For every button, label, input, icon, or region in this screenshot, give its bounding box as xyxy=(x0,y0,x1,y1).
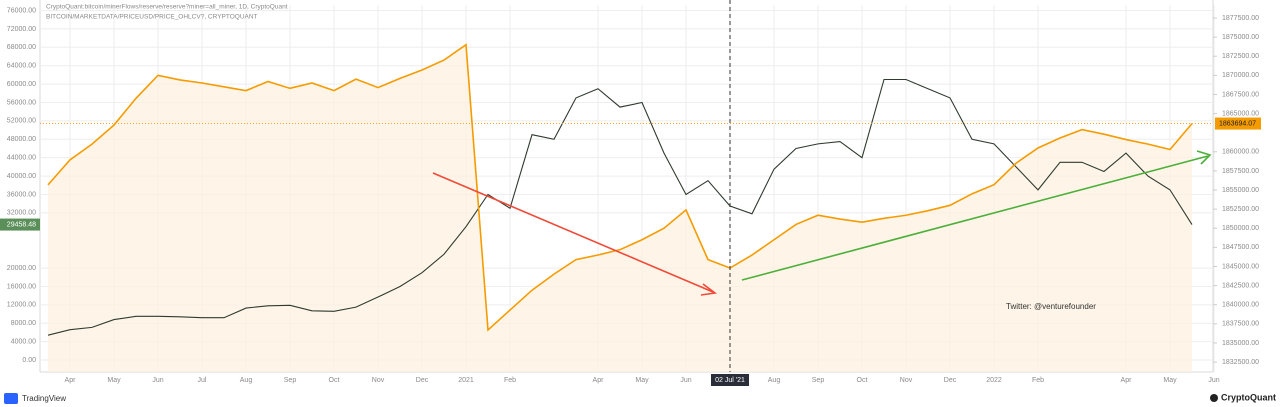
x-tick-label: Feb xyxy=(1032,377,1044,384)
tradingview-logo xyxy=(4,393,18,404)
y2-tick-label: 1855000.00 xyxy=(1222,187,1259,194)
x-tick-label: Jun xyxy=(152,377,163,384)
x-tick-label: May xyxy=(1163,377,1177,384)
x-tick-label: Jun xyxy=(680,377,691,384)
y2-tick-label: 1872500.00 xyxy=(1222,53,1259,60)
y2-tick-label: 1860000.00 xyxy=(1222,149,1259,156)
y2-tick-label: 1850000.00 xyxy=(1222,225,1259,232)
x-tick-label: Feb xyxy=(504,377,516,384)
y-tick-label: 60000.00 xyxy=(7,81,36,88)
y2-tick-label: 1857500.00 xyxy=(1222,168,1259,175)
series-line xyxy=(47,78,1193,336)
y-tick-label: 20000.00 xyxy=(7,265,36,272)
chart-title: CryptoQuant:bitcoin/minerFlows/reserve/r… xyxy=(46,4,288,11)
y-tick-label: 8000.00 xyxy=(11,320,36,327)
red-arrow xyxy=(432,172,714,293)
y-tick-label: 0.00 xyxy=(22,357,36,364)
y2-tick-label: 1837500.00 xyxy=(1222,321,1259,328)
y-tick-label: 68000.00 xyxy=(7,44,36,51)
y2-tick-label: 1840000.00 xyxy=(1222,302,1259,309)
series-line xyxy=(47,43,1193,332)
annotation: Twitter: @venturefounder xyxy=(1006,302,1096,311)
chart-subtitle: BITCOIN/MARKETDATA/PRICEUSD/PRICE_OHLCV?… xyxy=(46,14,258,21)
plot xyxy=(47,43,1193,373)
footer-left: TradingView xyxy=(22,394,66,403)
green-arrow xyxy=(741,155,1209,281)
y2-tick-label: 1865000.00 xyxy=(1222,110,1259,117)
x-tick-label: Nov xyxy=(372,377,385,384)
y2-tick-label: 1845000.00 xyxy=(1222,263,1259,270)
y-tick-label: 4000.00 xyxy=(11,338,36,345)
x-tick-label: Oct xyxy=(329,377,340,384)
x-tick-label: Jul xyxy=(198,377,207,384)
y2-tick-label: 1842500.00 xyxy=(1222,282,1259,289)
x-tick-label: Dec xyxy=(416,377,429,384)
y2-tick-label: 1875000.00 xyxy=(1222,34,1259,41)
x-tick-label: Apr xyxy=(65,377,77,384)
x-tick-label: Oct xyxy=(857,377,868,384)
x-tick-label: Jun xyxy=(1208,377,1219,384)
footer-right: CryptoQuant xyxy=(1221,392,1276,402)
x-tick-label: Apr xyxy=(593,377,605,384)
y-tick-label: 32000.00 xyxy=(7,210,36,217)
x-tick-label: 02 Jul '21 xyxy=(715,377,745,384)
x-tick-label: Sep xyxy=(812,377,825,384)
last-value-badge xyxy=(0,218,40,231)
x-tick-label: Aug xyxy=(768,377,781,384)
y-tick-label: 16000.00 xyxy=(7,283,36,290)
y-tick-label: 40000.00 xyxy=(7,173,36,180)
green-arrow-head xyxy=(1196,150,1212,165)
x-tick-label: 2021 xyxy=(458,377,474,384)
x-tick-label: May xyxy=(107,377,121,384)
last-value-label: 29458.48 xyxy=(7,221,36,228)
y-tick-label: 12000.00 xyxy=(7,302,36,309)
y-tick-label: 44000.00 xyxy=(7,155,36,162)
x-tick-label: May xyxy=(635,377,649,384)
red-arrow-head xyxy=(700,283,718,296)
cryptoquant-logo xyxy=(1210,394,1218,402)
y2-tick-label: 1847500.00 xyxy=(1222,244,1259,251)
x-tick-label: Apr xyxy=(1121,377,1133,384)
x-tick-label: Aug xyxy=(240,377,253,384)
y-tick-label: 76000.00 xyxy=(7,7,36,14)
y-tick-label: 56000.00 xyxy=(7,99,36,106)
y2-tick-label: 1832500.00 xyxy=(1222,359,1259,366)
x-tick-label: Dec xyxy=(944,377,957,384)
x-tick-label: Nov xyxy=(900,377,913,384)
y2-tick-label: 1877500.00 xyxy=(1222,15,1259,22)
y2-tick-label: 1867500.00 xyxy=(1222,91,1259,98)
crosshair-label-bg xyxy=(711,374,749,386)
y-tick-label: 72000.00 xyxy=(7,26,36,33)
y2-tick-label: 1870000.00 xyxy=(1222,72,1259,79)
trend-arrows xyxy=(432,150,1212,296)
y-tick-label: 36000.00 xyxy=(7,191,36,198)
last-value-badge xyxy=(1215,117,1261,130)
area-fill xyxy=(48,44,1192,373)
y-tick-label: 64000.00 xyxy=(7,63,36,70)
y-tick-label: 52000.00 xyxy=(7,118,36,125)
y-tick-label: 48000.00 xyxy=(7,136,36,143)
x-tick-label: Sep xyxy=(284,377,297,384)
y2-tick-label: 1835000.00 xyxy=(1222,340,1259,347)
last-value-label: 1863694.07 xyxy=(1219,120,1256,127)
y2-tick-label: 1852500.00 xyxy=(1222,206,1259,213)
x-tick-label: 2022 xyxy=(986,377,1002,384)
